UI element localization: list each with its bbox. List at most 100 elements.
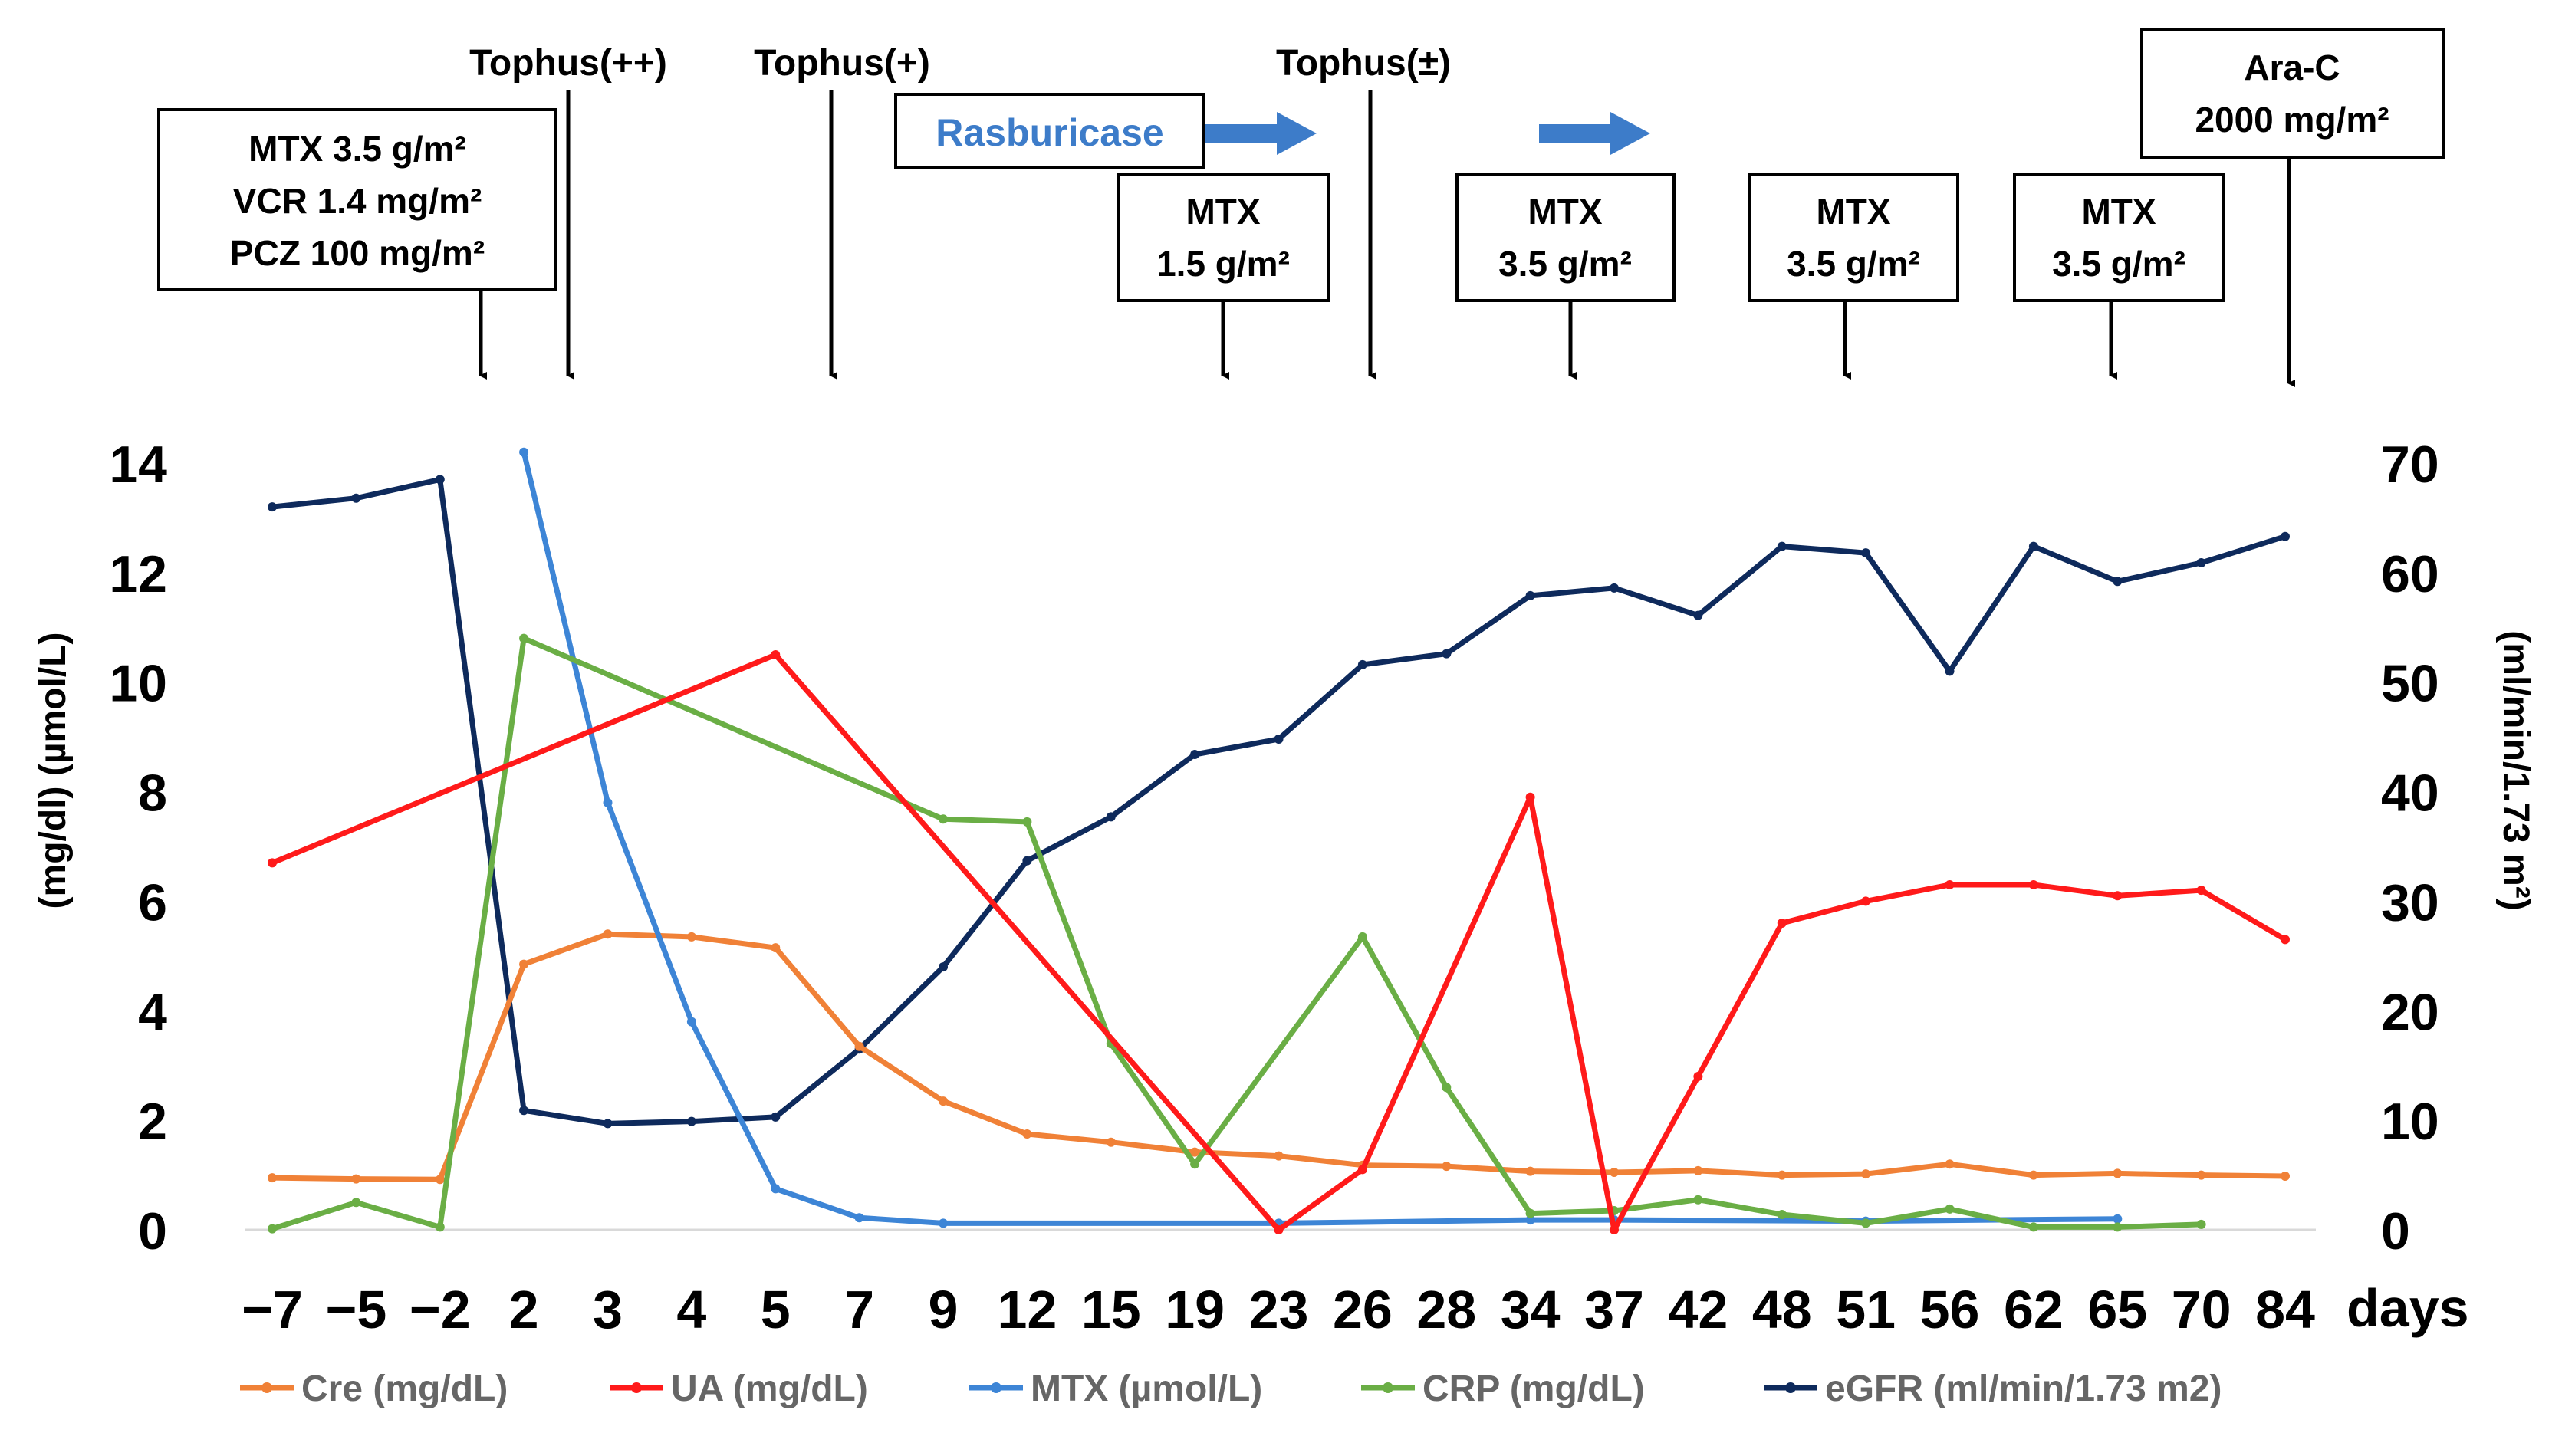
series-egfr-point (1022, 856, 1032, 866)
x-tick-label: −5 (325, 1280, 386, 1339)
rasburicase-box (894, 93, 1205, 169)
series-cre-point (1190, 1147, 1200, 1157)
treatment-box-4-line1: MTX (1816, 192, 1890, 232)
series-cre-point (2281, 1172, 2290, 1181)
x-tick-label: 37 (1584, 1280, 1644, 1339)
series-egfr-point (2196, 558, 2206, 567)
series-crp-point (268, 1224, 277, 1234)
y-right-tick-label: 30 (2381, 873, 2439, 932)
series-egfr-point (2281, 531, 2290, 541)
x-tick-label: 62 (2004, 1280, 2064, 1339)
treatment-box-1-line2: VCR 1.4 mg/m² (233, 181, 482, 221)
y-right-tick-label: 0 (2381, 1202, 2410, 1260)
series-cre-point (2113, 1168, 2123, 1178)
y-right-tick-label: 40 (2381, 764, 2439, 823)
series-cre-point (603, 929, 613, 939)
series-crp-point (1945, 1204, 1955, 1214)
series-cre-line (269, 931, 2288, 1182)
series-egfr-point (1525, 590, 1535, 600)
series-ua-point (1610, 1225, 1619, 1234)
series-crp-point (1022, 817, 1032, 827)
legend-item-cre: Cre (mg/dL) (240, 1369, 508, 1409)
x-tick-label: 70 (2172, 1280, 2231, 1339)
legend-item-mtx: MTX (µmol/L) (969, 1369, 1262, 1409)
y-left-axis-title: (mg/dl) (µmol/L) (33, 633, 74, 909)
rasburicase-annotation: Rasburicase (894, 93, 1650, 169)
x-tick-label: −2 (409, 1280, 471, 1339)
series-cre-point (2028, 1170, 2038, 1180)
x-tick-label: 65 (2087, 1280, 2147, 1339)
series-cre (268, 929, 2290, 1185)
series-cre-point (939, 1096, 948, 1106)
series-egfr-point (603, 1119, 613, 1129)
rasburicase-arrow-1 (1205, 112, 1317, 155)
x-tick-label: 7 (844, 1280, 874, 1339)
series-cre-point (1442, 1162, 1452, 1172)
legend-label-egfr: eGFR (ml/min/1.73 m2) (1825, 1369, 2222, 1409)
treatment-box-5: MTX 3.5 g/m² (2013, 173, 2225, 302)
series-cre-point (686, 932, 696, 942)
x-tick-label: 4 (676, 1280, 706, 1339)
series-crp-point (1442, 1083, 1452, 1093)
y-right-tick-label: 60 (2381, 545, 2439, 603)
tophus-pp-label: Tophus(++) (469, 43, 667, 84)
series-egfr-point (939, 962, 948, 972)
series-cre-point (268, 1173, 277, 1183)
y-left-tick-label: 2 (138, 1093, 167, 1151)
y-left-ticks: 0 2 4 6 8 10 12 14 (109, 435, 167, 1260)
series-cre-point (1861, 1169, 1871, 1179)
series-mtx-point (603, 797, 613, 807)
legend-item-egfr: eGFR (ml/min/1.73 m2) (1764, 1369, 2222, 1409)
series-cre-point (1693, 1165, 1703, 1175)
series-cre-point (519, 959, 529, 969)
series-mtx-point (771, 1184, 781, 1194)
series-ua-point (1525, 792, 1535, 802)
series-egfr-point (1693, 610, 1703, 620)
series-cre-point (1106, 1137, 1116, 1147)
y-left-tick-label: 8 (138, 764, 167, 823)
treatment-box-2-line1: MTX (1186, 192, 1260, 232)
y-left-tick-label: 10 (109, 655, 167, 713)
series-crp-point (2196, 1219, 2206, 1229)
treatment-box-6-line2: 2000 mg/m² (2195, 100, 2389, 140)
series-crp-point (2028, 1222, 2038, 1232)
y-right-axis-title: (ml/min/1.73 m²) (2495, 630, 2536, 910)
legend-label-ua: UA (mg/dL) (671, 1369, 868, 1409)
series-egfr-point (351, 493, 361, 503)
x-tick-label: 3 (593, 1280, 623, 1339)
x-tick-label: 26 (1333, 1280, 1393, 1339)
series-crp-point (1777, 1210, 1787, 1219)
series-ua-point (1274, 1225, 1284, 1234)
series-egfr-point (2113, 577, 2123, 587)
series-egfr-point (1274, 735, 1284, 744)
x-tick-label: 48 (1752, 1280, 1812, 1339)
series-crp-point (1357, 932, 1367, 942)
series-egfr-point (1861, 548, 1871, 558)
treatment-box-2: MTX 1.5 g/m² (1117, 173, 1330, 302)
legend-marker-egfr (1785, 1382, 1796, 1393)
legend-item-crp: CRP (mg/dL) (1361, 1369, 1645, 1409)
series-mtx-point (854, 1213, 864, 1223)
series-egfr-point (1610, 583, 1619, 593)
legend-marker-crp (1383, 1382, 1393, 1393)
series-egfr-point (1442, 649, 1452, 659)
legend-label-cre: Cre (mg/dL) (301, 1369, 508, 1409)
y-left-tick-label: 12 (109, 545, 167, 603)
series-ua-point (1693, 1072, 1703, 1081)
x-tick-label: 34 (1501, 1280, 1561, 1339)
x-tick-label: −7 (242, 1280, 303, 1339)
series-ua (268, 650, 2290, 1234)
series-egfr-point (435, 475, 445, 485)
treatment-box-1-line3: PCZ 100 mg/m² (230, 233, 485, 273)
series-cre-point (1610, 1168, 1619, 1177)
series-crp-point (2113, 1222, 2123, 1232)
annotation-arrows (479, 90, 2295, 387)
treatment-box-3-line1: MTX (1528, 192, 1602, 232)
series-egfr-point (1945, 666, 1955, 676)
series-mtx-point (2113, 1214, 2123, 1224)
series-egfr-point (268, 502, 277, 512)
series-egfr-point (519, 1106, 529, 1116)
series-crp-point (519, 633, 529, 643)
